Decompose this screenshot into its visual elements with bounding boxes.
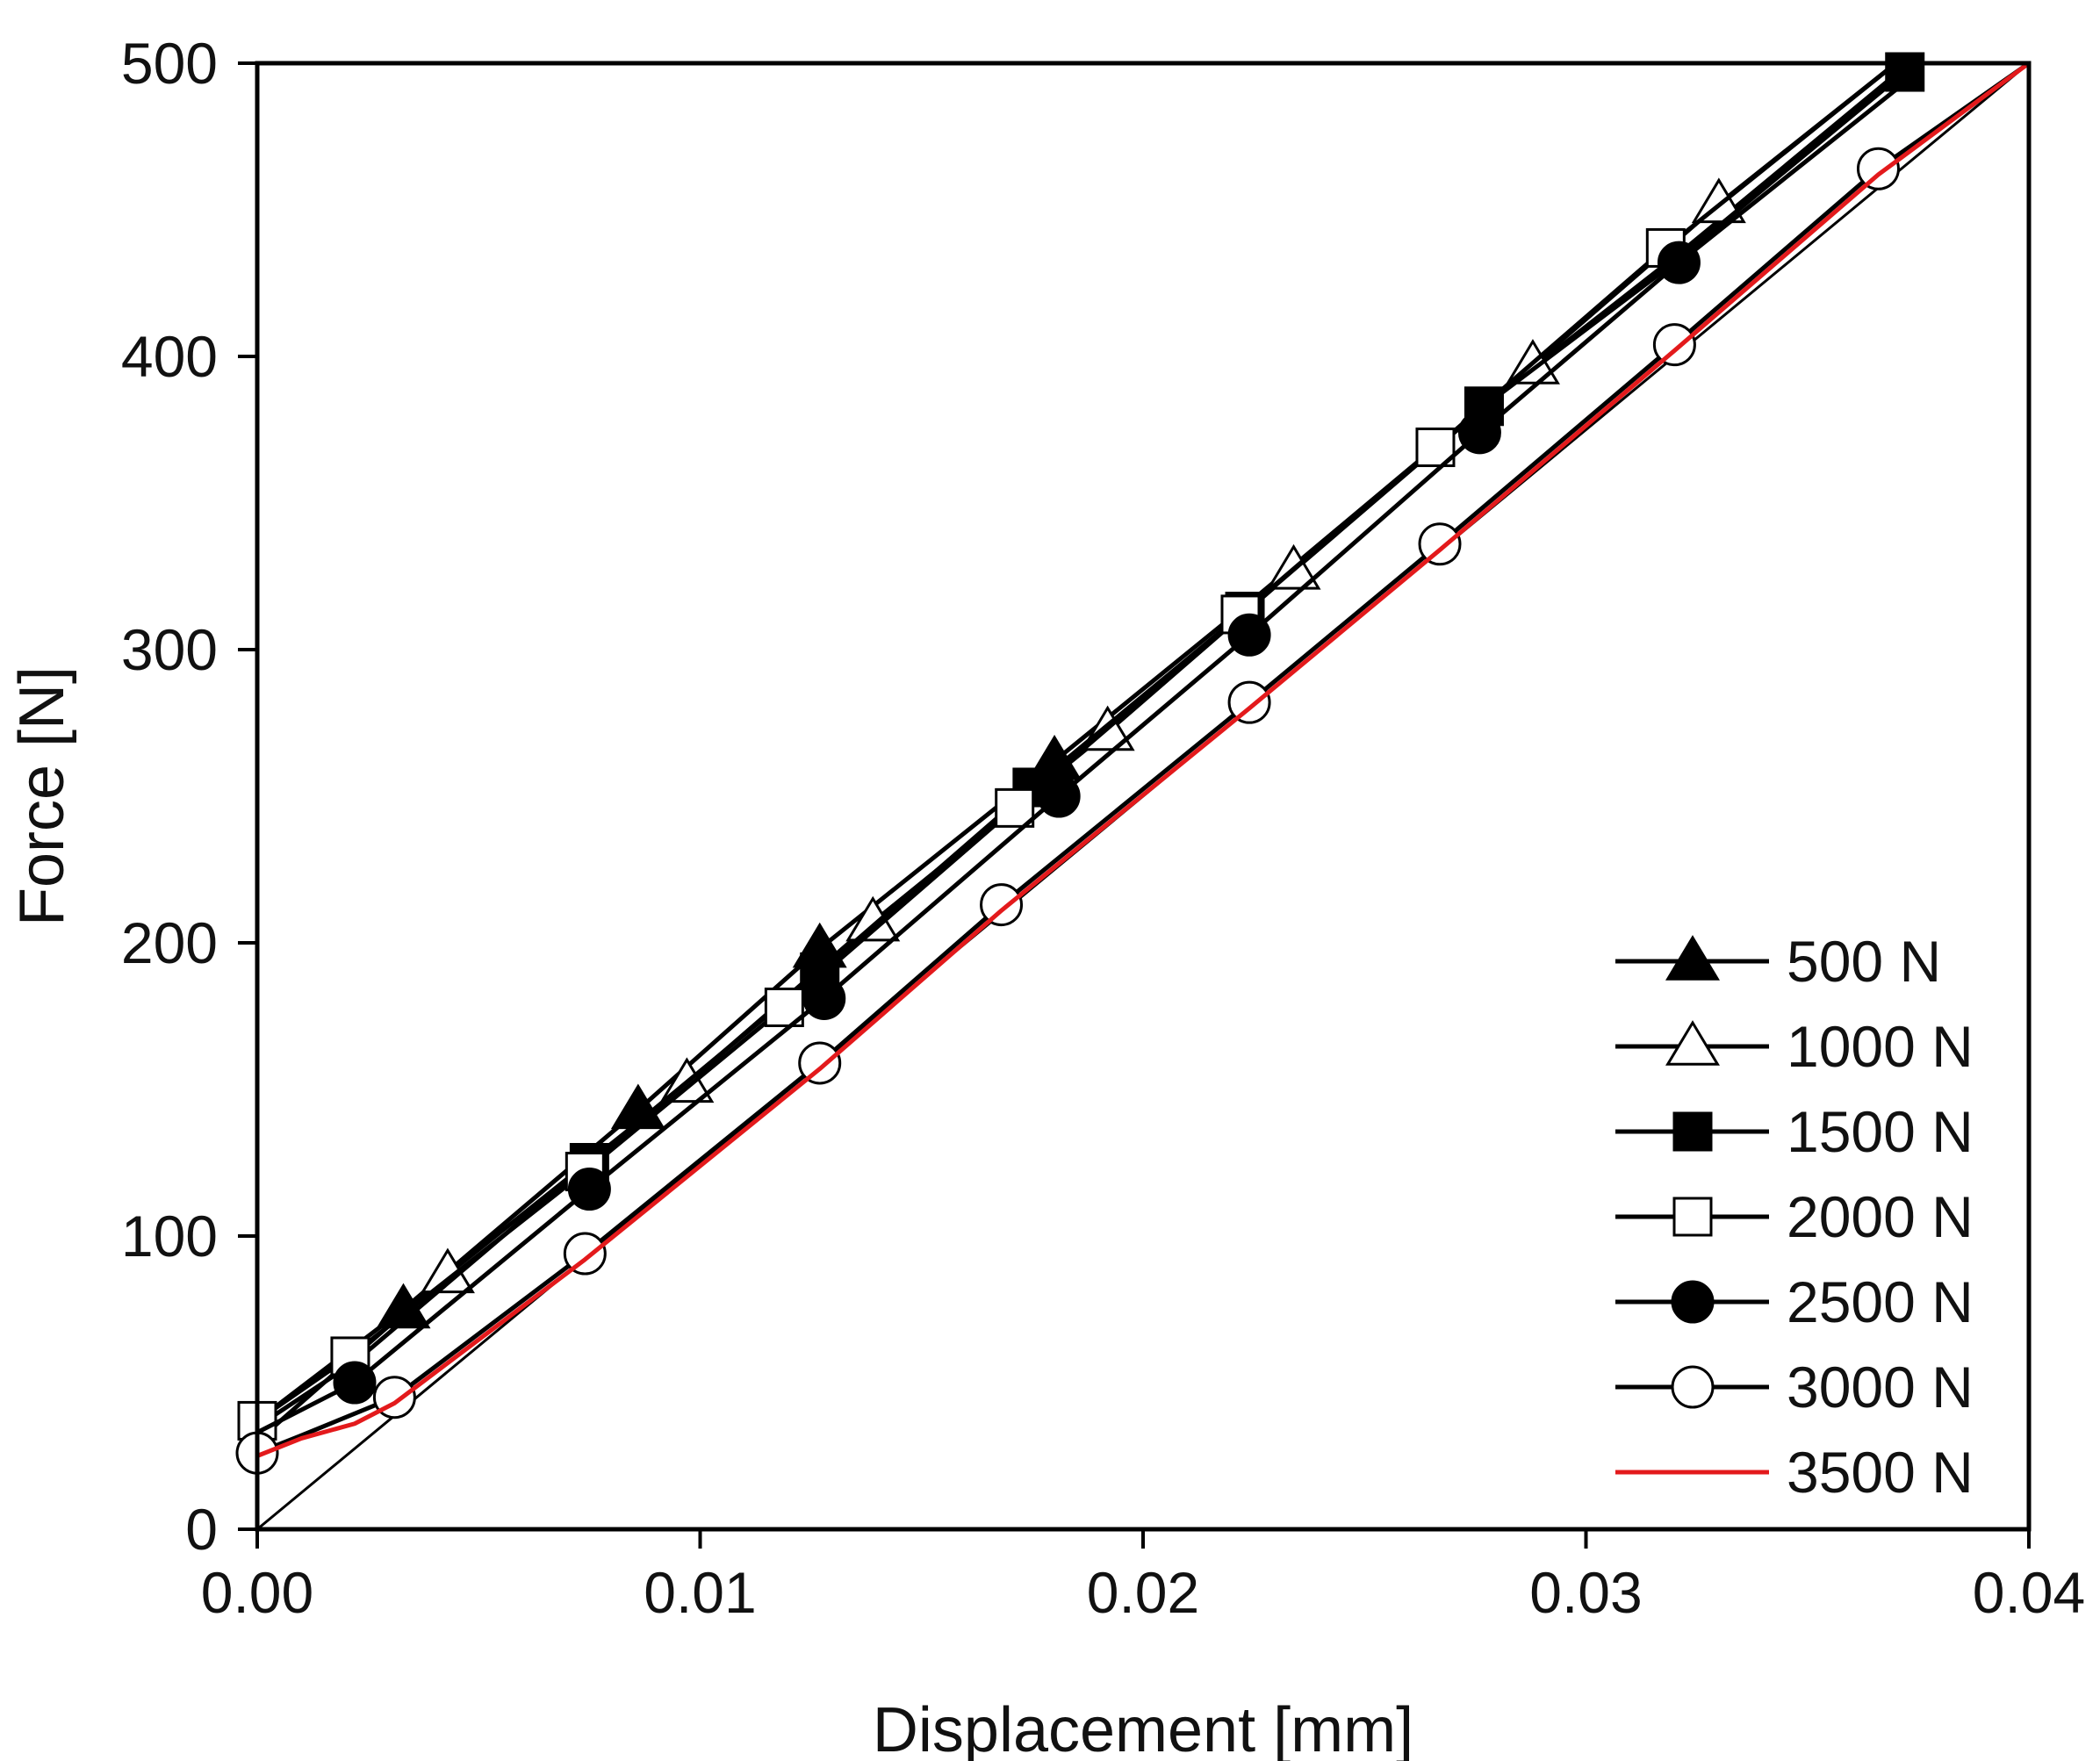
legend-label-3000-n: 3000 N — [1787, 1355, 1974, 1420]
data-point-3000-n — [1227, 680, 1271, 724]
legend-label-2000-n: 2000 N — [1787, 1184, 1974, 1249]
legend-marker-500-n — [1665, 935, 1720, 981]
legend-marker-2500-n — [1671, 1280, 1715, 1324]
legend-label-2500-n: 2500 N — [1787, 1269, 1974, 1334]
data-point-3000-n — [1856, 147, 1900, 190]
data-point-2500-n — [1227, 613, 1271, 657]
legend-label-500-n: 500 N — [1787, 929, 1941, 994]
y-tick-label: 100 — [121, 1204, 218, 1269]
legend-label-3500-n: 3500 N — [1787, 1440, 1974, 1505]
legend-marker-3000-n — [1671, 1365, 1715, 1409]
series-2500-n — [255, 70, 1920, 1435]
x-tick-label: 0.02 — [1087, 1560, 1199, 1625]
data-point-1000-n — [1691, 177, 1746, 224]
legend-item-3500-n: 3500 N — [1615, 1440, 1974, 1505]
legend-marker-1500-n — [1672, 1111, 1713, 1152]
x-tick-label: 0.01 — [644, 1560, 756, 1625]
legend-item-500-n: 500 N — [1615, 929, 1941, 994]
data-point-2500-n — [1037, 774, 1081, 818]
legend-marker-2000-n — [1672, 1197, 1713, 1237]
legend-label-1000-n: 1000 N — [1787, 1014, 1974, 1079]
data-point-3000-n — [798, 1041, 842, 1085]
y-tick-label: 500 — [121, 31, 218, 96]
y-tick-label: 0 — [185, 1497, 218, 1562]
data-point-2500-n — [333, 1361, 377, 1405]
y-tick-label: 400 — [121, 324, 218, 389]
data-point-2500-n — [802, 976, 846, 1020]
data-point-2500-n — [1657, 241, 1701, 284]
axes-layer: 0.00 0.01 0.02 0.03 0.04 0 100 200 300 400 500 — [121, 31, 2085, 1625]
y-tick-label: 300 — [121, 617, 218, 682]
y-axis-title: Force [N] — [7, 666, 77, 926]
x-tick-label: 0.00 — [201, 1560, 313, 1625]
data-point-2000-n — [995, 787, 1035, 828]
data-point-3000-n — [1418, 522, 1462, 566]
series-line-3500-n — [256, 61, 2031, 1458]
legend-item-1500-n: 1500 N — [1615, 1099, 1974, 1164]
series-layer — [235, 52, 2031, 1475]
legend-item-2500-n: 2500 N — [1615, 1269, 1974, 1334]
legend-item-2000-n: 2000 N — [1615, 1184, 1974, 1249]
y-tick-label: 200 — [121, 910, 218, 975]
series-3500-n — [256, 61, 2031, 1458]
x-tick-label: 0.03 — [1529, 1560, 1642, 1625]
legend: 500 N 1000 N 1500 N 2000 N 2500 N 3000 N 3500 … — [1615, 929, 1974, 1505]
data-point-2500-n — [1457, 411, 1501, 455]
series-3000-n — [235, 61, 2031, 1475]
legend-label-1500-n: 1500 N — [1787, 1099, 1974, 1164]
x-axis-title: Displacement [mm] — [873, 1695, 1413, 1761]
legend-item-3000-n: 3000 N — [1615, 1355, 1974, 1420]
x-tick-label: 0.04 — [1973, 1560, 2085, 1625]
data-point-2500-n — [567, 1168, 611, 1211]
legend-marker-1000-n — [1665, 1020, 1720, 1066]
legend-item-1000-n: 1000 N — [1615, 1014, 1974, 1079]
data-point-3000-n — [980, 883, 1024, 927]
data-point-3000-n — [563, 1232, 607, 1276]
data-point-3000-n — [1652, 323, 1696, 367]
